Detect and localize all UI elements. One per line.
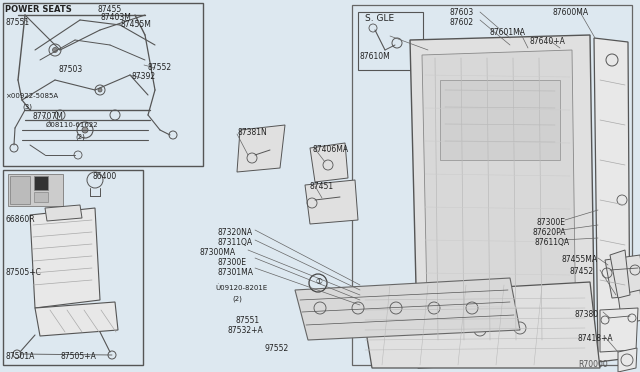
Polygon shape [422, 50, 576, 352]
Text: R70000: R70000 [578, 360, 608, 369]
Text: 87300MA: 87300MA [200, 248, 236, 257]
Text: (2): (2) [75, 133, 85, 140]
Text: ×00922-5085A: ×00922-5085A [5, 93, 58, 99]
Text: 87455MA: 87455MA [562, 255, 598, 264]
Text: 66860R: 66860R [5, 215, 35, 224]
Polygon shape [360, 282, 600, 368]
Text: 87381N: 87381N [237, 128, 267, 137]
Polygon shape [618, 348, 637, 372]
Text: 87503: 87503 [58, 65, 83, 74]
Polygon shape [30, 208, 100, 308]
Polygon shape [600, 308, 638, 352]
Text: ①: ① [315, 277, 322, 286]
Text: 87320NA: 87320NA [218, 228, 253, 237]
Text: (3): (3) [22, 103, 32, 109]
Text: 97552: 97552 [265, 344, 289, 353]
Text: 87532+A: 87532+A [228, 326, 264, 335]
Text: 87603: 87603 [450, 8, 474, 17]
Text: 87300E: 87300E [537, 218, 566, 227]
Bar [34, 176, 48, 190]
Text: 87600MA: 87600MA [553, 8, 589, 17]
Polygon shape [410, 35, 595, 368]
Text: 87551: 87551 [235, 316, 259, 325]
Text: 87620PA: 87620PA [533, 228, 566, 237]
Polygon shape [237, 125, 285, 172]
Polygon shape [45, 205, 82, 221]
Polygon shape [305, 180, 358, 224]
Text: Ù09120-8201E: Ù09120-8201E [215, 285, 268, 292]
Text: 87551: 87551 [5, 18, 29, 27]
Text: 87301MA: 87301MA [218, 268, 254, 277]
Bar [34, 192, 48, 202]
Text: Ø08110-61622: Ø08110-61622 [46, 122, 99, 128]
Text: 87455: 87455 [97, 5, 121, 14]
Text: 87601MA: 87601MA [490, 28, 526, 37]
Text: S. GLE: S. GLE [365, 14, 394, 23]
Text: 87452: 87452 [570, 267, 594, 276]
Text: 87300E: 87300E [218, 258, 247, 267]
Text: 87451: 87451 [310, 182, 334, 191]
Polygon shape [35, 302, 118, 336]
Polygon shape [618, 290, 640, 324]
Text: 86400: 86400 [92, 172, 116, 181]
Text: 87418+A: 87418+A [578, 334, 614, 343]
Circle shape [52, 48, 58, 52]
Polygon shape [295, 278, 520, 340]
Bar [10, 176, 30, 204]
Text: 87640+A: 87640+A [530, 37, 566, 46]
Text: 87392: 87392 [132, 72, 156, 81]
Text: 87505+A: 87505+A [60, 352, 96, 361]
Polygon shape [605, 255, 640, 298]
Bar [358, 12, 423, 70]
Text: POWER SEATS: POWER SEATS [5, 5, 72, 14]
Bar [440, 80, 560, 160]
Polygon shape [594, 38, 630, 362]
Text: 87406MA: 87406MA [313, 145, 349, 154]
Text: 87610M: 87610M [360, 52, 391, 61]
Text: (2): (2) [232, 295, 242, 301]
Bar [3, 170, 143, 365]
Text: 87611QA: 87611QA [535, 238, 570, 247]
Circle shape [437, 322, 443, 328]
Polygon shape [610, 250, 630, 298]
Circle shape [82, 127, 88, 133]
Bar [8, 174, 63, 206]
Text: 87403M: 87403M [100, 13, 131, 22]
Text: 87311QA: 87311QA [218, 238, 253, 247]
Text: 87380: 87380 [575, 310, 599, 319]
Text: 87602: 87602 [450, 18, 474, 27]
Bar [3, 3, 203, 166]
Text: 87552: 87552 [148, 63, 172, 72]
Text: 87505+C: 87505+C [5, 268, 41, 277]
Text: 87501A: 87501A [5, 352, 35, 361]
Circle shape [98, 88, 102, 92]
Text: 87707M: 87707M [32, 112, 63, 121]
Polygon shape [352, 5, 632, 365]
Polygon shape [310, 143, 348, 182]
Text: 87455M: 87455M [120, 20, 151, 29]
